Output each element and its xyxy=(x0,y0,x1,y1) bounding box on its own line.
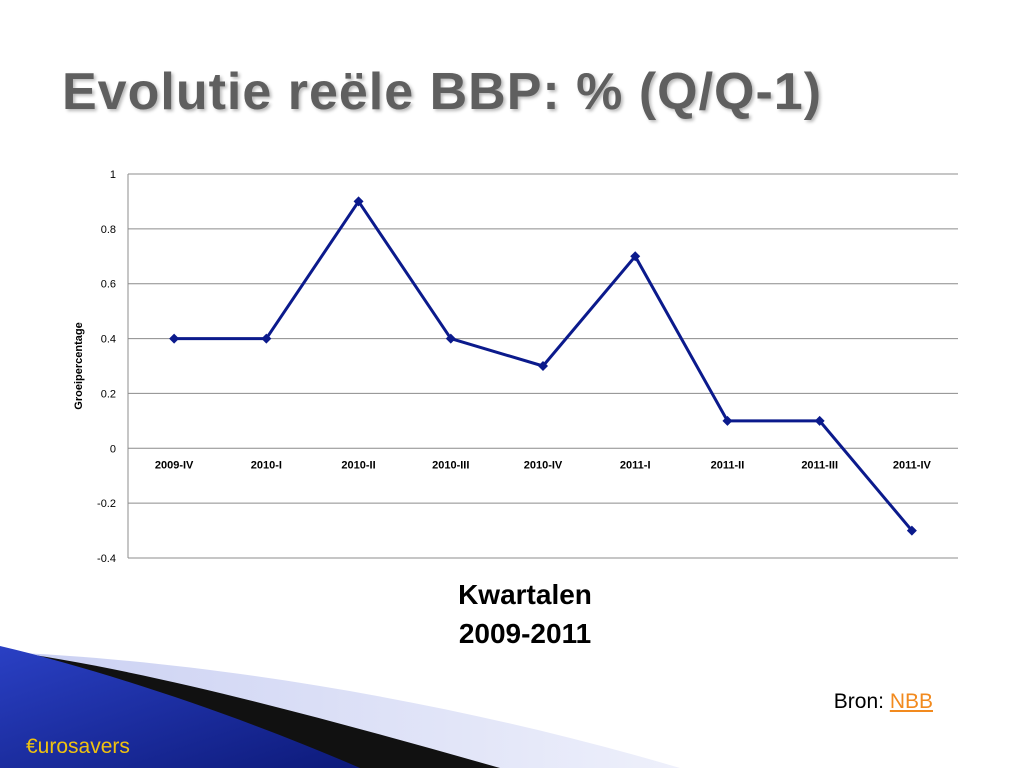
x-axis-ticks: 2009-IV 2010-I 2010-II 2010-III 2010-IV 2011-… xyxy=(155,459,932,471)
data-point-marker xyxy=(722,415,733,426)
data-point-marker xyxy=(261,333,272,344)
data-point-marker xyxy=(169,333,180,344)
y-tick-label: 0.4 xyxy=(101,334,116,346)
series-markers xyxy=(169,196,917,536)
data-point-marker xyxy=(630,251,641,262)
data-point-marker xyxy=(353,196,364,207)
x-axis-subtitle: 2009-2011 xyxy=(458,618,592,649)
y-axis-ticks: 1 0.8 0.6 0.4 0.2 0 -0.2 -0.4 xyxy=(97,169,116,565)
y-tick-label: 0 xyxy=(110,443,116,455)
source-label: Bron: xyxy=(833,690,884,713)
y-tick-label: 0.2 xyxy=(101,388,116,400)
y-axis-title: Groeipercentage xyxy=(73,322,85,409)
x-tick-label: 2010-II xyxy=(341,459,375,471)
x-tick-label: 2011-III xyxy=(801,459,838,471)
brand-logo-text: €urosavers xyxy=(26,735,130,758)
x-tick-label: 2011-I xyxy=(620,459,651,471)
slide-title: Evolutie reële BBP: % (Q/Q-1) xyxy=(62,63,823,121)
x-tick-label: 2010-I xyxy=(251,459,282,471)
y-tick-label: -0.2 xyxy=(97,498,116,510)
y-tick-label: -0.4 xyxy=(97,553,116,565)
x-tick-label: 2011-II xyxy=(711,459,745,471)
x-tick-label: 2011-IV xyxy=(893,459,932,471)
line-chart: 1 0.8 0.6 0.4 0.2 0 -0.2 -0.4 2009-IV 2010-I 2010… xyxy=(73,169,958,565)
x-tick-label: 2010-IV xyxy=(524,459,563,471)
y-tick-label: 0.8 xyxy=(101,224,116,236)
swoosh-blue xyxy=(0,646,360,768)
data-point-marker xyxy=(445,333,456,344)
y-tick-label: 0.6 xyxy=(101,279,116,291)
data-point-marker xyxy=(906,525,917,536)
x-tick-label: 2009-IV xyxy=(155,459,194,471)
x-tick-label: 2010-III xyxy=(432,459,469,471)
data-point-marker xyxy=(814,415,825,426)
data-point-marker xyxy=(538,361,548,371)
y-tick-label: 1 xyxy=(110,169,116,181)
source-note: Bron: NBB xyxy=(834,690,933,714)
x-axis-title: Kwartalen xyxy=(458,579,592,610)
source-link[interactable]: NBB xyxy=(889,690,933,713)
